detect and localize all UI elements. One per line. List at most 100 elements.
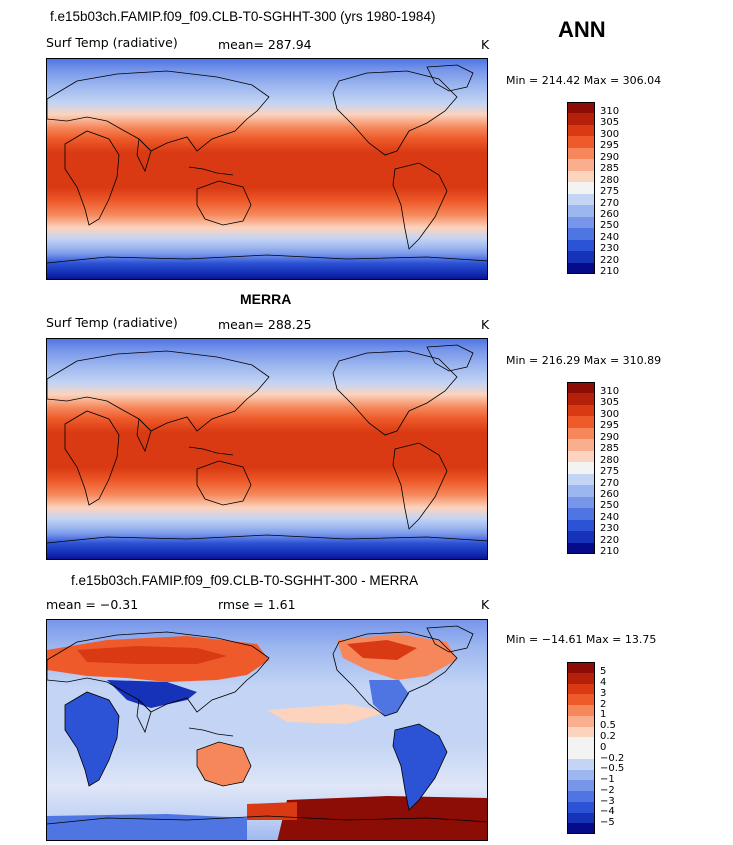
panel-2-colorbar-swatch <box>567 496 595 509</box>
panel-3-colorbar-swatch <box>567 662 595 673</box>
panel-2-colorbar: 310 305 300 295 290 285 280 275 270 260 … <box>567 382 637 557</box>
panel-1-colorbar-swatch <box>567 228 595 240</box>
panel-1-units: K <box>481 37 490 52</box>
panel-1-colorbar-swatch <box>567 147 595 160</box>
panel-3-mean-label: mean = −0.31 <box>46 597 139 612</box>
panel-1-colorbar-swatch <box>567 205 595 217</box>
panel-2-colorbar-tick: 210 <box>600 546 620 557</box>
panel-3-colorbar-swatch <box>567 769 595 781</box>
panel-2-colorbar-swatch <box>567 473 595 486</box>
panel-3-colorbar-border <box>567 662 595 834</box>
panel-3-colorbar-tick: 2 <box>600 699 607 710</box>
panel-1-colorbar-swatch <box>567 182 595 194</box>
panel-2-colorbar-swatch <box>567 450 595 463</box>
panel-1-variable-label: Surf Temp (radiative) <box>46 35 178 50</box>
panel-1-colorbar-swatch <box>567 216 595 229</box>
panel-2-minmax: Min = 216.29 Max = 310.89 <box>506 354 662 367</box>
panel-2-colorbar-swatch <box>567 519 595 532</box>
panel-3-title: f.e15b03ch.FAMIP.f09_f09.CLB-T0-SGHHT-30… <box>71 573 419 588</box>
panel-1-colorbar-tick: 275 <box>600 186 620 197</box>
panel-2-colorbar-border <box>567 382 595 554</box>
panel-1-colorbar-tick: 310 <box>600 106 620 117</box>
panel-2-colorbar-swatch <box>567 427 595 440</box>
panel-3-colorbar-tick: −3 <box>600 796 615 807</box>
panel-1-colorbar-tick: 305 <box>600 117 620 128</box>
panel-3-colorbar-swatch <box>567 823 595 834</box>
panel-3-colorbar-swatch <box>567 812 595 824</box>
panel-1-colorbar-swatch <box>567 124 595 137</box>
panel-2-variable-label: Surf Temp (radiative) <box>46 315 178 330</box>
panel-3-colorbar-swatch <box>567 694 595 705</box>
panel-2-colorbar-swatch <box>567 531 595 543</box>
panel-1-colorbar-tick: 210 <box>600 266 620 277</box>
panel-3-colorbar-tick: −0.5 <box>600 763 625 774</box>
panel-2-colorbar-tick: 280 <box>600 455 620 466</box>
panel-2-colorbar-tick: 295 <box>600 420 620 431</box>
panel-1-colorbar-swatch <box>567 159 595 171</box>
panel-2-colorbar-tick: 220 <box>600 535 620 546</box>
panel-2-colorbar-tick: 230 <box>600 523 620 534</box>
panel-1-colorbar-tick: 285 <box>600 163 620 174</box>
panel-3-colorbar-swatch <box>567 791 595 802</box>
panel-2-colorbar-tick: 310 <box>600 386 620 397</box>
panel-2-colorbar-tick: 275 <box>600 466 620 477</box>
panel-3-colorbar-swatch <box>567 758 595 770</box>
panel-1-colorbar-swatch <box>567 193 595 206</box>
panel-2-units: K <box>481 317 490 332</box>
panel-3-rmse-label: rmse = 1.61 <box>218 597 296 612</box>
panel-1-mean-label: mean= 287.94 <box>218 37 312 52</box>
panel-1-colorbar-swatch <box>567 239 595 252</box>
panel-1-colorbar-tick: 280 <box>600 175 620 186</box>
panel-2-colorbar-tick: 300 <box>600 409 620 420</box>
panel-1-colorbar: 310 305 300 295 290 285 280 275 270 260 … <box>567 102 637 277</box>
panel-2-colorbar-swatch <box>567 393 595 405</box>
panel-3-colorbar-tick: 4 <box>600 677 607 688</box>
panel-1-colorbar-tick: 295 <box>600 140 620 151</box>
panel-1-colorbar-swatch <box>567 113 595 125</box>
panel-2-colorbar-swatch <box>567 382 595 394</box>
panel-2-mean-label: mean= 288.25 <box>218 317 312 332</box>
panel-2-colorbar-swatch <box>567 404 595 417</box>
season-label: ANN <box>558 17 606 42</box>
panel-3-colorbar-tick: 5 <box>600 666 607 677</box>
panel-3-colorbar: 5 4 3 2 1 0.5 0.2 0 −0.2 −0.5 −1 −2 −3 −… <box>567 662 637 834</box>
panel-2-colorbar-swatch <box>567 508 595 520</box>
panel-2-colorbar-tick: 305 <box>600 397 620 408</box>
panel-3-colorbar-swatch <box>567 672 595 684</box>
panel-1-colorbar-tick: 270 <box>600 198 620 209</box>
panel-3-colorbar-swatch <box>567 780 595 791</box>
panel-1-colorbar-swatch <box>567 251 595 263</box>
panel-1-minmax: Min = 214.42 Max = 306.04 <box>506 74 662 87</box>
panel-3-map <box>46 619 488 841</box>
panel-1-colorbar-swatch <box>567 136 595 148</box>
panel-1-map <box>46 58 488 280</box>
panel-3-minmax: Min = −14.61 Max = 13.75 <box>506 633 657 646</box>
panel-3-colorbar-swatch <box>567 683 595 695</box>
panel-2-colorbar-tick: 270 <box>600 478 620 489</box>
panel-3-colorbar-tick: 0.5 <box>600 720 616 731</box>
panel-2-colorbar-swatch <box>567 439 595 451</box>
panel-3-colorbar-swatch <box>567 801 595 813</box>
panel-3-units: K <box>481 597 490 612</box>
panel-3-colorbar-tick: −5 <box>600 817 615 828</box>
panel-2-map <box>46 338 488 560</box>
panel-1-colorbar-tick: 220 <box>600 255 620 266</box>
panel-1-colorbar-border <box>567 102 595 274</box>
panel-2-colorbar-tick: 250 <box>600 500 620 511</box>
panel-3-colorbar-swatch <box>567 737 595 748</box>
panel-1-colorbar-swatch <box>567 102 595 114</box>
panel-3-colorbar-tick: −2 <box>600 785 615 796</box>
panel-2-colorbar-tick: 240 <box>600 512 620 523</box>
panel-2-colorbar-tick: 285 <box>600 443 620 454</box>
panel-3-colorbar-tick: −4 <box>600 806 615 817</box>
panel-3-colorbar-swatch <box>567 715 595 727</box>
panel-3-colorbar-swatch <box>567 726 595 738</box>
panel-3-colorbar-tick: 3 <box>600 688 607 699</box>
panel-2-colorbar-swatch <box>567 462 595 474</box>
panel-3-colorbar-swatch <box>567 705 595 716</box>
panel-2-title: MERRA <box>240 291 292 307</box>
panel-3-colorbar-swatch <box>567 748 595 759</box>
panel-1-colorbar-swatch <box>567 262 595 274</box>
panel-1-colorbar-tick: 300 <box>600 129 620 140</box>
panel-2-colorbar-tick: 260 <box>600 489 620 500</box>
